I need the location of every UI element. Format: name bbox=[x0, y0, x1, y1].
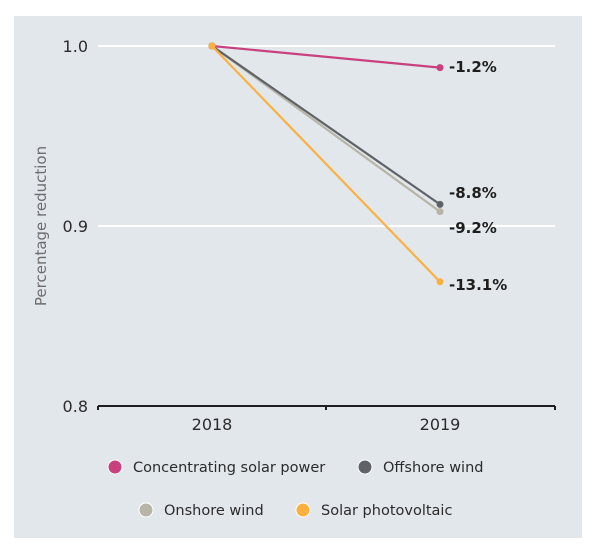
data-point bbox=[436, 64, 444, 72]
series-line bbox=[211, 44, 441, 69]
y-tick-label: 0.9 bbox=[63, 217, 88, 236]
legend-item: Onshore wind bbox=[138, 502, 264, 519]
legend-item: Solar photovoltaic bbox=[295, 502, 452, 519]
data-point bbox=[436, 278, 444, 286]
series-line bbox=[211, 45, 441, 283]
legend-marker bbox=[107, 459, 123, 475]
data-label: -1.2% bbox=[449, 58, 497, 76]
legend-marker bbox=[138, 502, 154, 518]
legend-label: Solar photovoltaic bbox=[321, 503, 452, 519]
legend-label: Concentrating solar power bbox=[133, 460, 325, 476]
data-label: -8.8% bbox=[449, 184, 497, 202]
legend-marker bbox=[295, 502, 311, 518]
y-tick-label: 0.8 bbox=[63, 397, 88, 416]
x-tick-label: 2019 bbox=[420, 415, 461, 434]
series-line bbox=[211, 45, 441, 206]
data-point bbox=[436, 208, 444, 216]
legend-label: Offshore wind bbox=[383, 460, 483, 476]
legend-item: Offshore wind bbox=[357, 459, 483, 476]
data-point bbox=[208, 42, 216, 50]
legend-label: Onshore wind bbox=[164, 503, 264, 519]
data-label: -9.2% bbox=[449, 219, 497, 237]
chart-background bbox=[14, 16, 582, 538]
legend-marker bbox=[357, 459, 373, 475]
data-label: -13.1% bbox=[449, 276, 507, 294]
data-point bbox=[436, 200, 444, 208]
y-tick-label: 1.0 bbox=[63, 37, 88, 56]
legend-item: Concentrating solar power bbox=[107, 459, 325, 476]
x-tick-label: 2018 bbox=[192, 415, 233, 434]
y-axis-label: Percentage reduction bbox=[32, 146, 50, 306]
